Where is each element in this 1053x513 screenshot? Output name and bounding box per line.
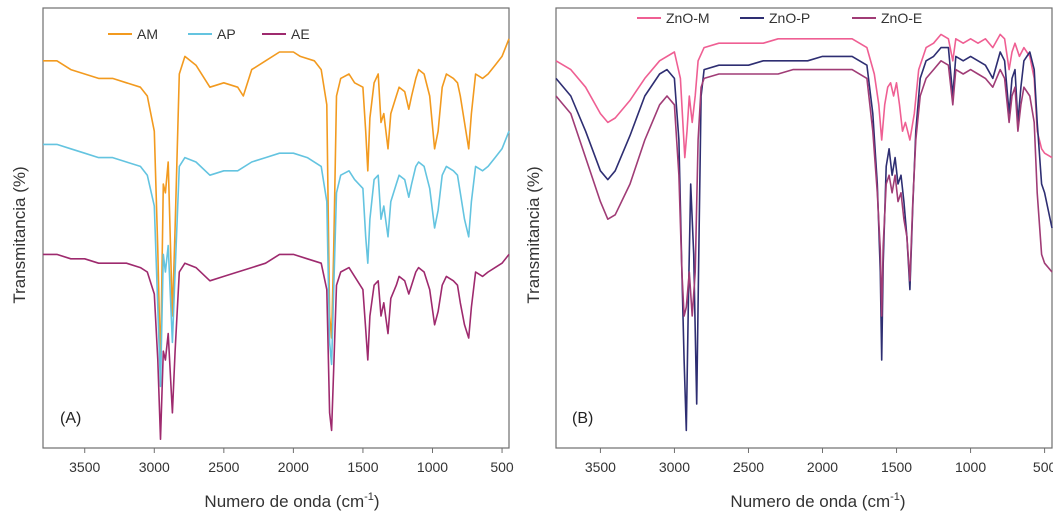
plot-area-b — [555, 33, 1053, 432]
series-line-ae — [43, 253, 510, 441]
chart-panel-b: 3500 3000 2500 2000 1500 1000 500 (B) Numero d… — [524, 7, 1053, 511]
y-axis-label-a: Transmitancia (%) — [10, 166, 29, 303]
x-axis-label-b: Numero de onda (cm-1) — [730, 491, 905, 511]
series-line-zno-m — [555, 33, 1053, 159]
x-tick-label-b: 3000 — [659, 459, 690, 475]
legend-label-ap: AP — [217, 26, 236, 42]
x-tick-label-a: 3000 — [139, 459, 170, 475]
x-tick-label-a: 2500 — [208, 459, 239, 475]
legend-b: ZnO-M ZnO-P ZnO-E — [637, 10, 922, 26]
x-tick-label-b: 2000 — [807, 459, 838, 475]
legend-label-am: AM — [137, 26, 158, 42]
panel-label-b: (B) — [572, 410, 593, 427]
x-tick-label-b: 2500 — [733, 459, 764, 475]
plot-area-a — [43, 38, 510, 441]
plot-frame-a — [42, 7, 510, 449]
x-tick-label-b: 1000 — [955, 459, 986, 475]
legend-label-ae: AE — [291, 26, 310, 42]
legend-label-zno-m: ZnO-M — [666, 10, 710, 26]
legend-a: AM AP AE — [108, 26, 310, 42]
x-tick-label-a: 1000 — [417, 459, 448, 475]
x-tick-label-b: 500 — [1033, 459, 1053, 475]
x-axis-label-a: Numero de onda (cm-1) — [204, 491, 379, 511]
series-line-am — [43, 38, 510, 370]
series-line-zno-e — [555, 59, 1053, 317]
legend-label-zno-p: ZnO-P — [769, 10, 810, 26]
chart-panel-a: 3500 3000 2500 2000 1500 1000 500 (A) Numero d… — [10, 7, 514, 511]
legend-label-zno-e: ZnO-E — [881, 10, 922, 26]
x-tick-label-a: 3500 — [69, 459, 100, 475]
x-tick-label-a: 500 — [490, 459, 514, 475]
series-line-zno-p — [555, 46, 1053, 432]
x-tick-label-b: 3500 — [585, 459, 616, 475]
x-tick-label-b: 1500 — [881, 459, 912, 475]
y-axis-label-b: Transmitancia (%) — [524, 166, 543, 303]
x-tick-label-a: 2000 — [278, 459, 309, 475]
series-line-ap — [43, 130, 510, 388]
x-tick-label-a: 1500 — [347, 459, 378, 475]
panel-label-a: (A) — [60, 410, 81, 427]
x-axis-ticks-b: 3500 3000 2500 2000 1500 1000 500 — [585, 448, 1053, 475]
x-axis-ticks-a: 3500 3000 2500 2000 1500 1000 500 — [69, 448, 514, 475]
